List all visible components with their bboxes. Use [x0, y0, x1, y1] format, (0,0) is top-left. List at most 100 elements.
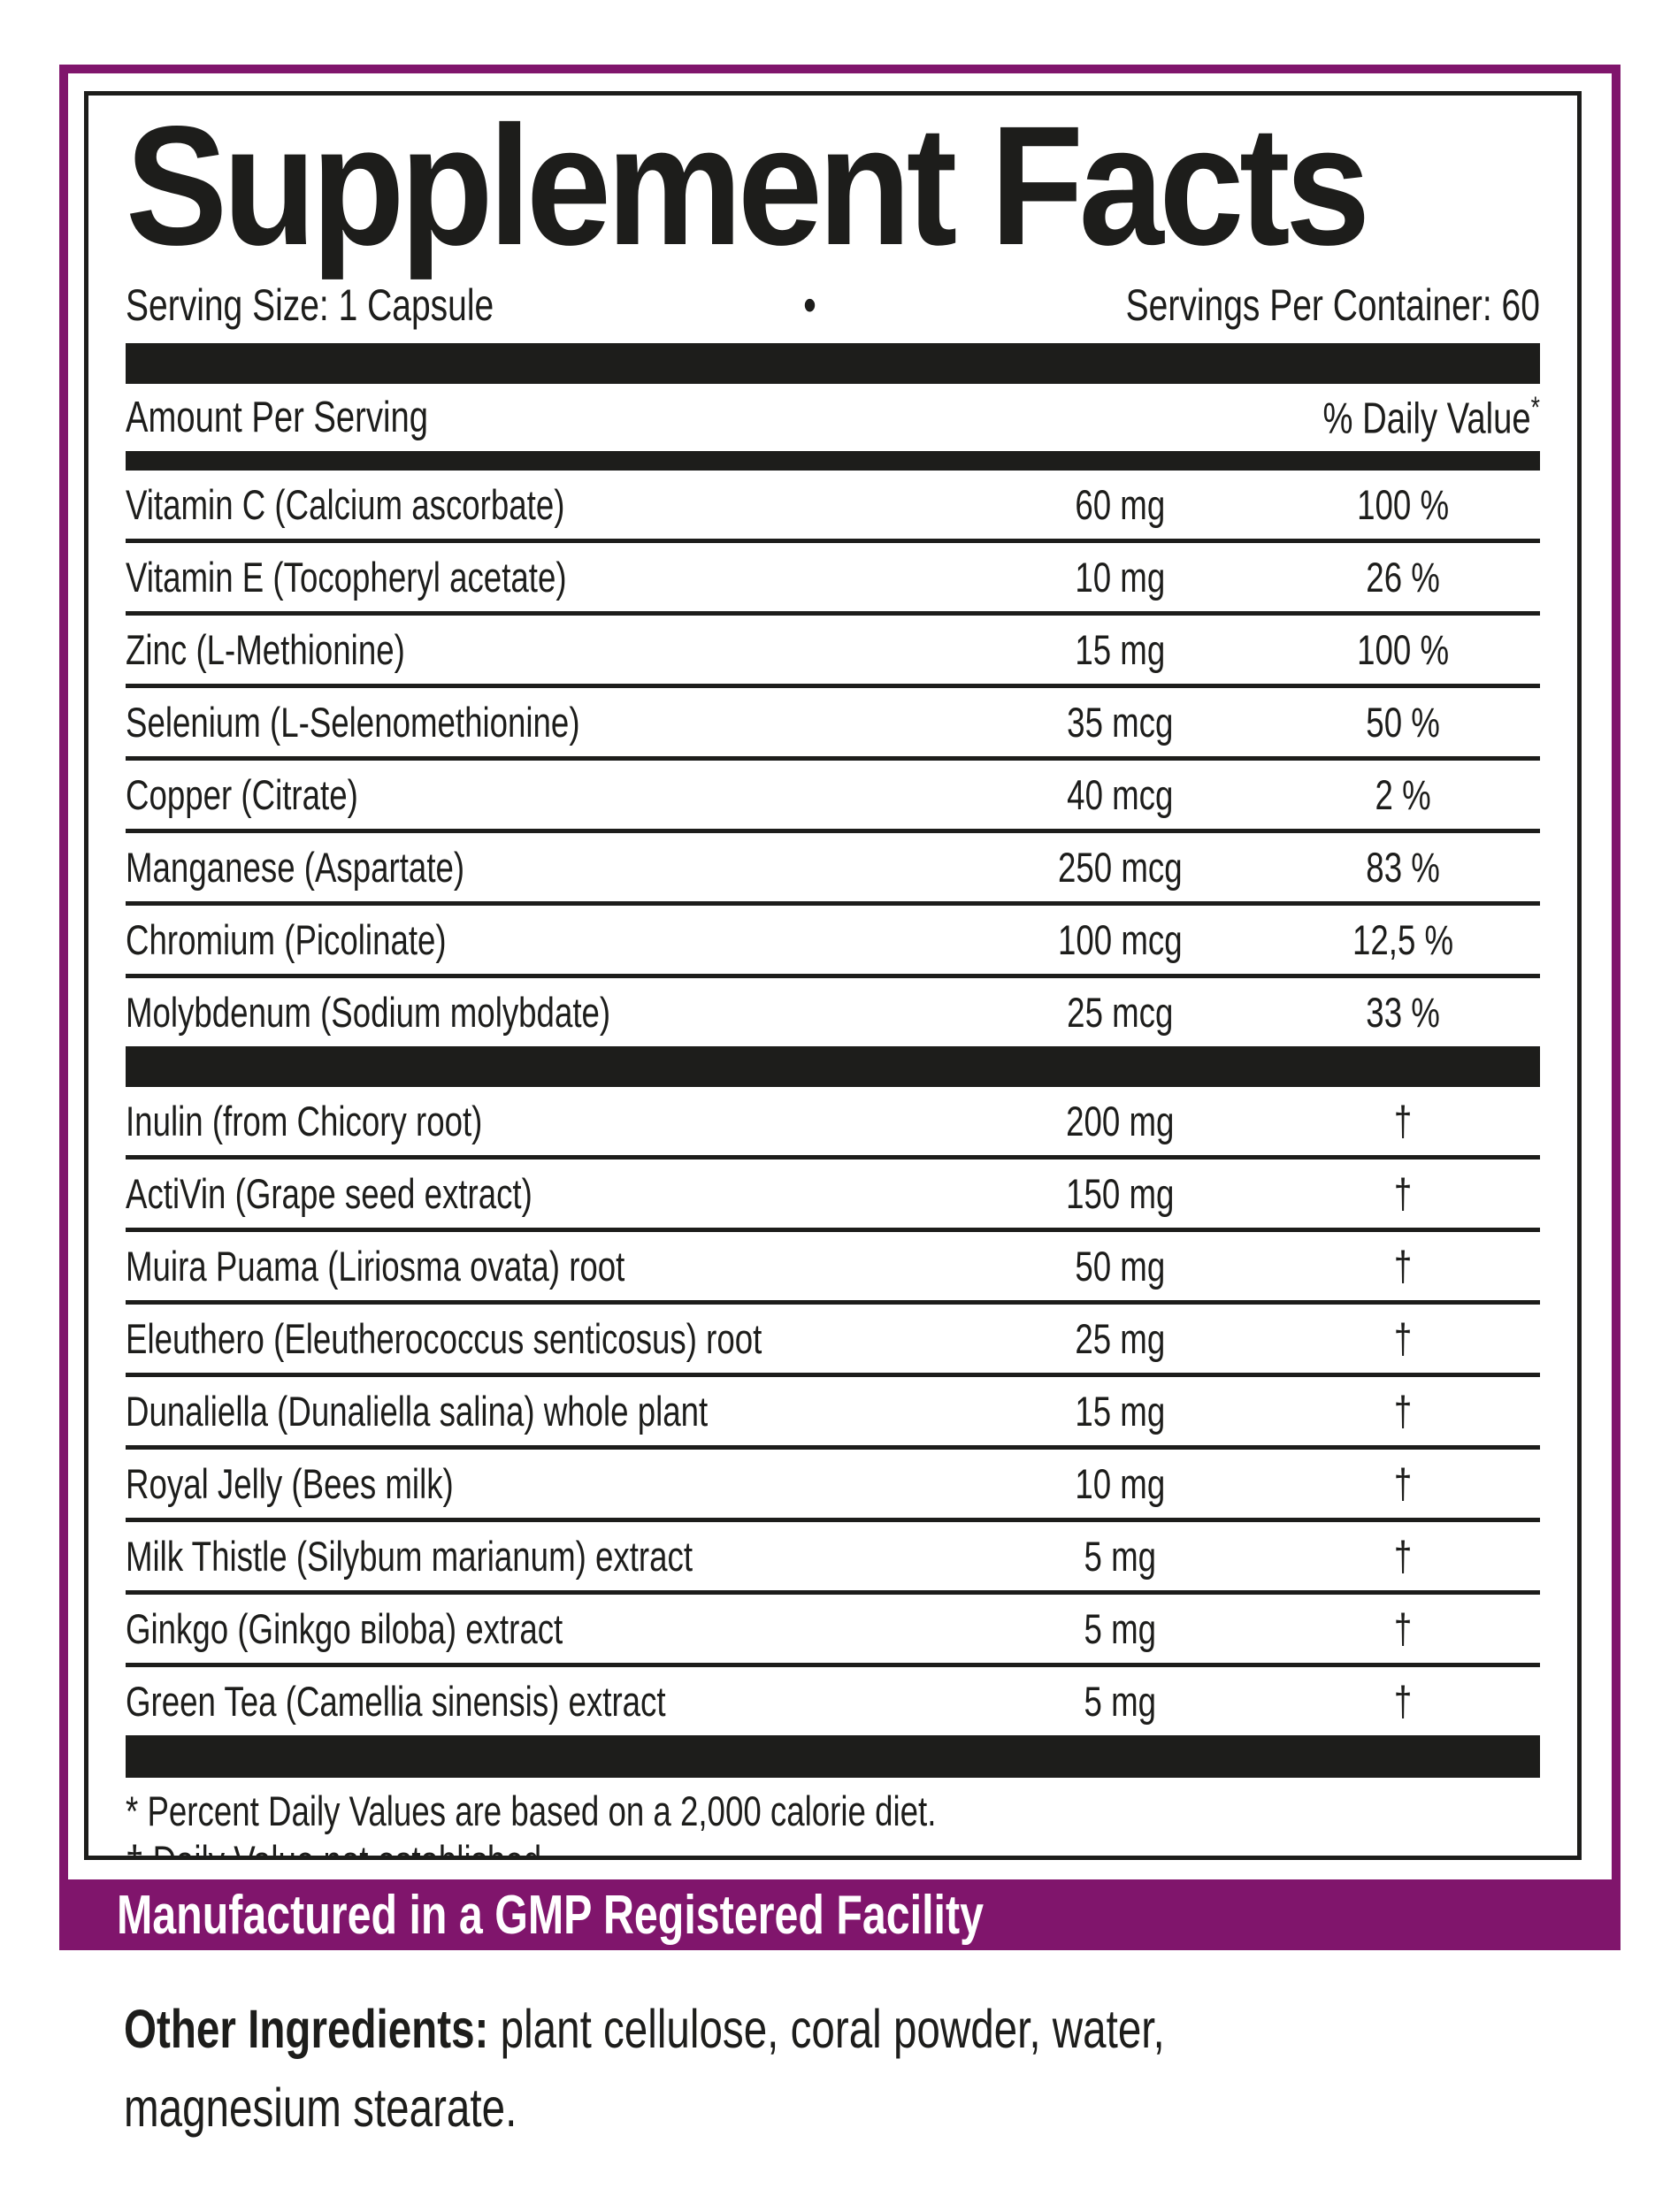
ingredient-row: Inulin (from Chicory root) 200 mg † [126, 1087, 1540, 1155]
ingredient-amount: 15 mg [1075, 1388, 1166, 1435]
ingredient-name: Vitamin C (Calcium ascorbate) [126, 481, 565, 528]
ingredient-daily-value: † [1393, 1170, 1413, 1217]
row-separator [126, 1373, 1540, 1377]
ingredient-name: Green Tea (Camellia sinensis) extract [126, 1678, 666, 1725]
ingredient-name: Molybdenum (Sodium molybdate) [126, 989, 611, 1036]
ingredient-amount: 5 mg [1084, 1533, 1157, 1580]
ingredient-daily-value: † [1393, 1533, 1413, 1580]
gmp-banner: Manufactured in a GMP Registered Facilit… [59, 1879, 1621, 1950]
ingredient-row: Copper (Citrate) 40 mcg 2 % [126, 761, 1540, 829]
ingredient-daily-value: 26 % [1366, 554, 1440, 601]
ingredient-daily-value: 2 % [1375, 771, 1431, 818]
ingredient-row: Ginkgo (Ginkgo вiloba) extract 5 mg † [126, 1595, 1540, 1663]
row-separator [126, 1518, 1540, 1522]
ingredient-row: Chromium (Picolinate) 100 mcg 12,5 % [126, 906, 1540, 974]
ingredient-amount: 40 mcg [1067, 771, 1174, 818]
ingredient-daily-value: † [1393, 1243, 1413, 1290]
row-separator [126, 539, 1540, 543]
row-separator [126, 1445, 1540, 1450]
row-separator [126, 684, 1540, 688]
ingredient-amount: 5 mg [1084, 1678, 1157, 1725]
ingredient-row: Selenium (L-Selenomethionine) 35 mcg 50 … [126, 688, 1540, 756]
row-separator [126, 829, 1540, 833]
ingredient-amount: 250 mcg [1057, 844, 1183, 891]
footnotes: * Percent Daily Values are based on a 2,… [126, 1787, 1540, 1856]
ingredient-amount: 5 mg [1084, 1605, 1157, 1652]
ingredient-daily-value: 33 % [1366, 989, 1440, 1036]
ingredient-name: ActiVin (Grape seed extract) [126, 1170, 533, 1217]
ingredient-amount: 35 mcg [1067, 699, 1174, 746]
ingredient-name: Vitamin E (Tocopheryl acetate) [126, 554, 567, 601]
ingredient-daily-value: 12,5 % [1352, 916, 1454, 963]
row-separator [126, 611, 1540, 616]
divider-bar-top [126, 343, 1540, 384]
bullet-separator: • [803, 279, 816, 332]
ingredient-daily-value: † [1393, 1098, 1413, 1144]
daily-value-header-text: % Daily Value [1322, 394, 1531, 443]
ingredient-name: Manganese (Aspartate) [126, 844, 465, 891]
ingredient-name: Zinc (L-Methionine) [126, 626, 405, 673]
ingredient-amount: 10 mg [1075, 554, 1166, 601]
other-ingredients-text: Other Ingredients: plant cellulose, cora… [124, 1990, 1255, 2147]
ingredient-row: Royal Jelly (Bees milk) 10 mg † [126, 1450, 1540, 1518]
serving-size-text: Serving Size: 1 Capsule [126, 280, 494, 330]
other-ingredients-label: Other Ingredients: [124, 1999, 489, 2059]
ingredient-row: Dunaliella (Dunaliella salina) whole pla… [126, 1377, 1540, 1445]
ingredient-amount: 25 mcg [1067, 989, 1174, 1036]
ingredient-daily-value: † [1393, 1605, 1413, 1652]
divider-bar-bottom [126, 1735, 1540, 1778]
row-separator [126, 901, 1540, 906]
footnote-dagger: † Daily Value not established. [126, 1836, 1540, 1856]
ingredient-row: Muira Puama (Liriosma ovata) root 50 mg … [126, 1232, 1540, 1300]
ingredient-daily-value: 83 % [1366, 844, 1440, 891]
ingredient-name: Muira Puama (Liriosma ovata) root [126, 1243, 625, 1290]
ingredient-row: Vitamin E (Tocopheryl acetate) 10 mg 26 … [126, 543, 1540, 611]
botanicals-section: Inulin (from Chicory root) 200 mg † Acti… [126, 1087, 1540, 1735]
ingredient-row: Vitamin C (Calcium ascorbate) 60 mg 100 … [126, 471, 1540, 539]
row-separator [126, 756, 1540, 761]
ingredient-amount: 25 mg [1075, 1315, 1166, 1362]
column-header-row: Amount Per Serving % Daily Value* [126, 384, 1540, 451]
ingredient-daily-value: † [1393, 1315, 1413, 1362]
ingredient-daily-value: 50 % [1366, 699, 1440, 746]
row-separator [126, 1590, 1540, 1595]
ingredient-name: Dunaliella (Dunaliella salina) whole pla… [126, 1388, 709, 1435]
ingredient-amount: 200 mg [1066, 1098, 1175, 1144]
divider-bar-header [126, 451, 1540, 471]
ingredient-row: Zinc (L-Methionine) 15 mg 100 % [126, 616, 1540, 684]
ingredient-name: Inulin (from Chicory root) [126, 1098, 483, 1144]
daily-value-header: % Daily Value* [1323, 391, 1540, 443]
serving-row: Serving Size: 1 Capsule • Servings Per C… [126, 279, 1540, 332]
servings-per-container-text: Servings Per Container: 60 [1125, 280, 1540, 330]
ingredient-name: Eleuthero (Eleutherococcus senticosus) r… [126, 1315, 762, 1362]
ingredient-amount: 150 mg [1066, 1170, 1175, 1217]
other-ingredients: Other Ingredients: plant cellulose, cora… [124, 1990, 1575, 2147]
ingredient-row: Green Tea (Camellia sinensis) extract 5 … [126, 1667, 1540, 1735]
minerals-section: Vitamin C (Calcium ascorbate) 60 mg 100 … [126, 471, 1540, 1046]
ingredient-row: Eleuthero (Eleutherococcus senticosus) r… [126, 1305, 1540, 1373]
supplement-label-frame: Supplement Facts Serving Size: 1 Capsule… [59, 65, 1621, 1950]
ingredient-amount: 60 mg [1075, 481, 1166, 528]
page-title: Supplement Facts [126, 91, 1370, 280]
row-separator [126, 1155, 1540, 1160]
ingredient-daily-value: † [1393, 1388, 1413, 1435]
row-separator [126, 974, 1540, 978]
ingredient-row: Manganese (Aspartate) 250 mcg 83 % [126, 833, 1540, 901]
ingredient-daily-value: 100 % [1357, 626, 1450, 673]
other-ingredients-list: plant cellulose, coral powder, water, ma… [124, 1999, 1165, 2138]
supplement-facts-panel: Supplement Facts Serving Size: 1 Capsule… [84, 91, 1582, 1860]
row-separator [126, 1663, 1540, 1667]
ingredient-name: Selenium (L-Selenomethionine) [126, 699, 580, 746]
ingredient-name: Royal Jelly (Bees milk) [126, 1460, 454, 1507]
ingredient-name: Ginkgo (Ginkgo вiloba) extract [126, 1605, 563, 1652]
ingredient-daily-value: † [1393, 1460, 1413, 1507]
ingredient-amount: 50 mg [1075, 1243, 1166, 1290]
ingredient-amount: 10 mg [1075, 1460, 1166, 1507]
daily-value-asterisk: * [1530, 391, 1540, 425]
gmp-banner-text: Manufactured in a GMP Registered Facilit… [117, 1884, 984, 1946]
footnote-daily-values: * Percent Daily Values are based on a 2,… [126, 1787, 937, 1834]
divider-bar-middle [126, 1046, 1540, 1087]
row-separator [126, 1300, 1540, 1305]
ingredient-row: Molybdenum (Sodium molybdate) 25 mcg 33 … [126, 978, 1540, 1046]
